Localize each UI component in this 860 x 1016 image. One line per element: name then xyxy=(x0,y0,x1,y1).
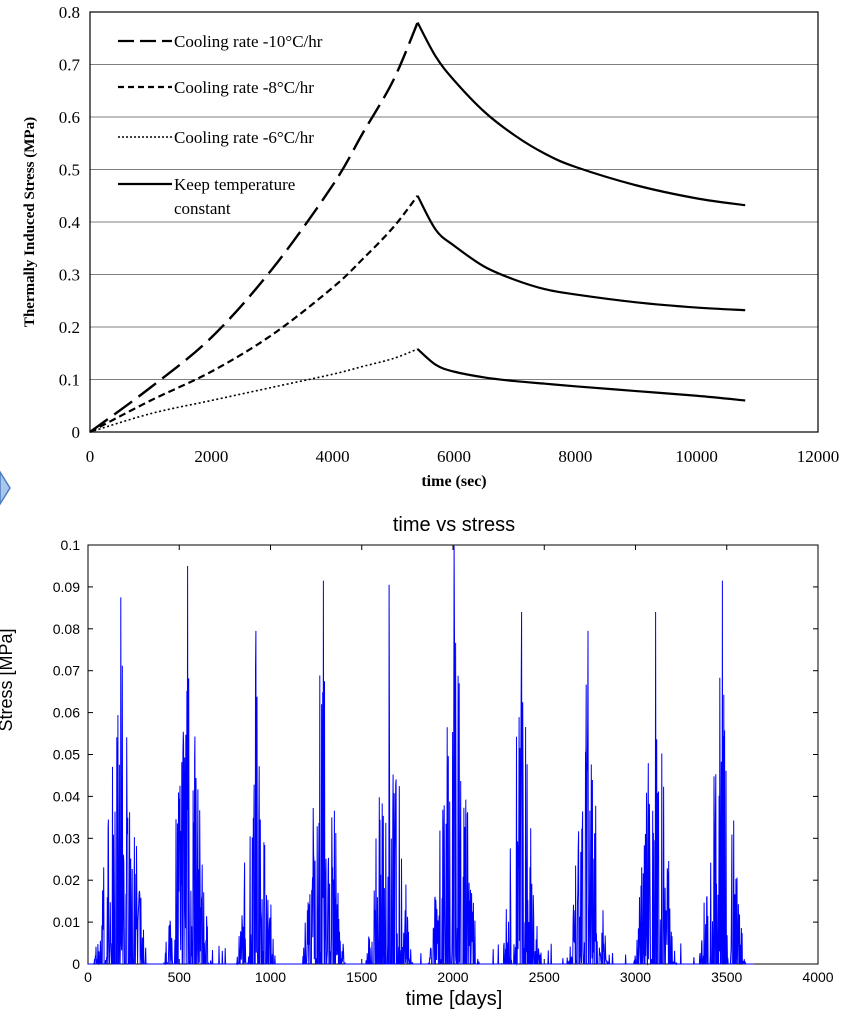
legend-label-cooling-6: Cooling rate -6°C/hr xyxy=(174,128,314,147)
legend-label-cooling-10: Cooling rate -10°C/hr xyxy=(174,32,323,51)
chart2-title: time vs stress xyxy=(393,514,515,536)
chart1-x-tick-label: 6000 xyxy=(437,447,471,466)
chart2-y-tick-label: 0.05 xyxy=(53,747,80,763)
chart1-y-tick-label: 0.2 xyxy=(59,318,80,337)
chart2-x-tick-label: 0 xyxy=(84,969,92,985)
chart2-y-tick-labels: 0 0.01 0.02 0.03 0.04 0.05 0.06 0.07 0.08 0.09 0.1 xyxy=(53,537,80,972)
series-cooling-6 xyxy=(89,348,418,433)
chart1-y-tick-label: 0.6 xyxy=(59,108,80,127)
chart1-x-tick-label: 4000 xyxy=(316,447,350,466)
chart2-y-tick-label: 0.03 xyxy=(53,830,80,846)
chart1-y-axis-label: Thermally Induced Stress (MPa) xyxy=(22,117,38,327)
chart1-x-tick-label: 12000 xyxy=(797,447,840,466)
chart1-y-tick-label: 0.7 xyxy=(59,56,81,75)
series-keep-constant-segment xyxy=(416,21,746,207)
chart2-x-tick-label: 3500 xyxy=(711,969,742,985)
chart2-x-tick-labels: 0 500 1000 1500 2000 2500 3000 3500 4000 xyxy=(84,969,834,985)
chart2-y-tick-label: 0.04 xyxy=(53,788,80,804)
chart2-y-tick-label: 0 xyxy=(72,956,80,972)
cooling-rate-stress-chart: 0 0.1 0.2 0.3 0.4 0.5 0.6 0.7 0.8 0 2000 4000 6000 8… xyxy=(22,3,840,490)
chart2-y-axis-label: Stress [MPa] xyxy=(0,628,16,731)
arrow-icon xyxy=(0,470,11,506)
chart1-gridlines xyxy=(90,64,818,380)
chart1-y-tick-label: 0.4 xyxy=(59,213,81,232)
chart1-y-tick-label: 0.5 xyxy=(59,161,80,180)
chart2-x-tick-label: 2500 xyxy=(529,969,560,985)
chart2-stress-series xyxy=(88,545,755,966)
chart1-y-tick-label: 0.3 xyxy=(59,266,80,285)
chart1-x-tick-label: 8000 xyxy=(558,447,592,466)
series-cooling-8 xyxy=(89,195,419,433)
chart1-series-group xyxy=(89,21,746,433)
chart1-y-tick-label: 0.8 xyxy=(59,3,80,22)
chart1-y-tick-label: 0.1 xyxy=(59,371,80,390)
chart1-x-tick-labels: 0 2000 4000 6000 8000 10000 12000 xyxy=(86,447,840,466)
series-cooling-10 xyxy=(89,22,419,433)
chart2-y-tick-label: 0.08 xyxy=(53,621,80,637)
chart2-x-tick-label: 1500 xyxy=(346,969,377,985)
chart2-y-tick-label: 0.1 xyxy=(61,537,81,553)
chart1-y-tick-label: 0 xyxy=(72,423,81,442)
chart1-plot-frame xyxy=(89,11,819,433)
legend-label-cooling-8: Cooling rate -8°C/hr xyxy=(174,78,314,97)
chart2-x-tick-label: 4000 xyxy=(802,969,833,985)
chart2-x-tick-label: 3000 xyxy=(620,969,651,985)
chart2-x-axis-label: time [days] xyxy=(406,988,503,1010)
legend-label-keep-constant-line1: Keep temperature xyxy=(174,175,295,194)
chart2-x-tick-label: 500 xyxy=(168,969,192,985)
chart1-x-tick-label: 2000 xyxy=(194,447,228,466)
time-vs-stress-chart: time vs stress 0 0.01 0.02 0.03 0.04 0.05 0.06… xyxy=(0,514,834,1010)
legend-label-keep-constant-line2: constant xyxy=(174,199,231,218)
chart1-y-tick-labels: 0 0.1 0.2 0.3 0.4 0.5 0.6 0.7 0.8 xyxy=(59,3,81,442)
chart2-y-tick-label: 0.07 xyxy=(53,663,80,679)
chart1-x-tick-label: 10000 xyxy=(675,447,718,466)
chart1-x-tick-label: 0 xyxy=(86,447,95,466)
chart1-x-axis-label: time (sec) xyxy=(421,473,486,490)
chart2-y-tick-label: 0.06 xyxy=(53,705,80,721)
chart2-x-tick-label: 2000 xyxy=(437,969,468,985)
chart2-y-tick-label: 0.01 xyxy=(53,914,80,930)
chart2-y-tick-label: 0.09 xyxy=(53,579,80,595)
chart2-x-tick-label: 1000 xyxy=(255,969,286,985)
series-keep-constant-segment xyxy=(416,348,746,402)
chart2-y-tick-label: 0.02 xyxy=(53,872,80,888)
series-keep-constant-segment xyxy=(416,195,746,312)
blue-arrow-marker xyxy=(0,470,11,506)
chart1-legend: Cooling rate -10°C/hr Cooling rate -8°C/… xyxy=(118,32,323,218)
